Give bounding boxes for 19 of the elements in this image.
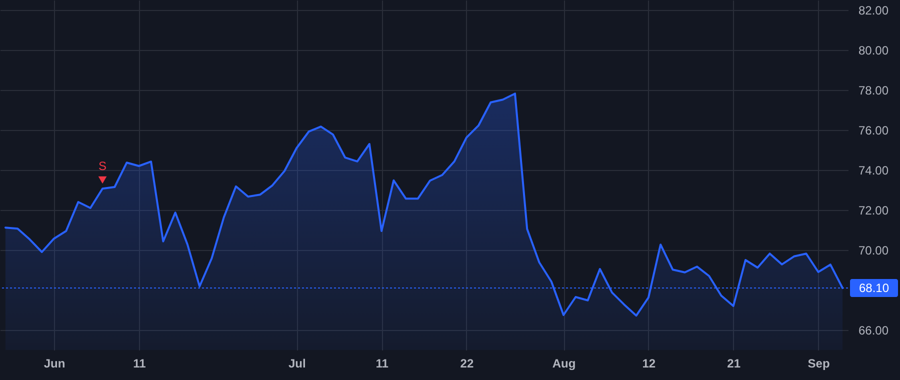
x-tick-label: Sep: [808, 356, 830, 370]
y-tick-label: 80.00: [858, 44, 889, 58]
y-tick-label: 66.00: [858, 324, 889, 338]
x-tick-label: 12: [642, 356, 656, 370]
x-tick-label: Aug: [552, 356, 576, 370]
y-tick-label: 70.00: [858, 244, 889, 258]
y-tick-label: 76.00: [858, 124, 889, 138]
y-tick-label: 74.00: [858, 164, 889, 178]
x-tick-label: 11: [376, 356, 389, 370]
x-tick-label: 22: [460, 356, 474, 370]
annotation: S: [98, 159, 107, 173]
y-tick-label: 72.00: [858, 204, 889, 218]
x-tick-label: 21: [727, 356, 741, 370]
x-tick-label: 11: [133, 356, 146, 370]
y-tick-label: 78.00: [858, 84, 889, 98]
ref-line-label: 68.10: [858, 281, 890, 295]
x-tick-label: Jul: [288, 356, 306, 370]
y-tick-label: 82.00: [858, 4, 889, 18]
x-tick-label: Jun: [44, 356, 66, 370]
